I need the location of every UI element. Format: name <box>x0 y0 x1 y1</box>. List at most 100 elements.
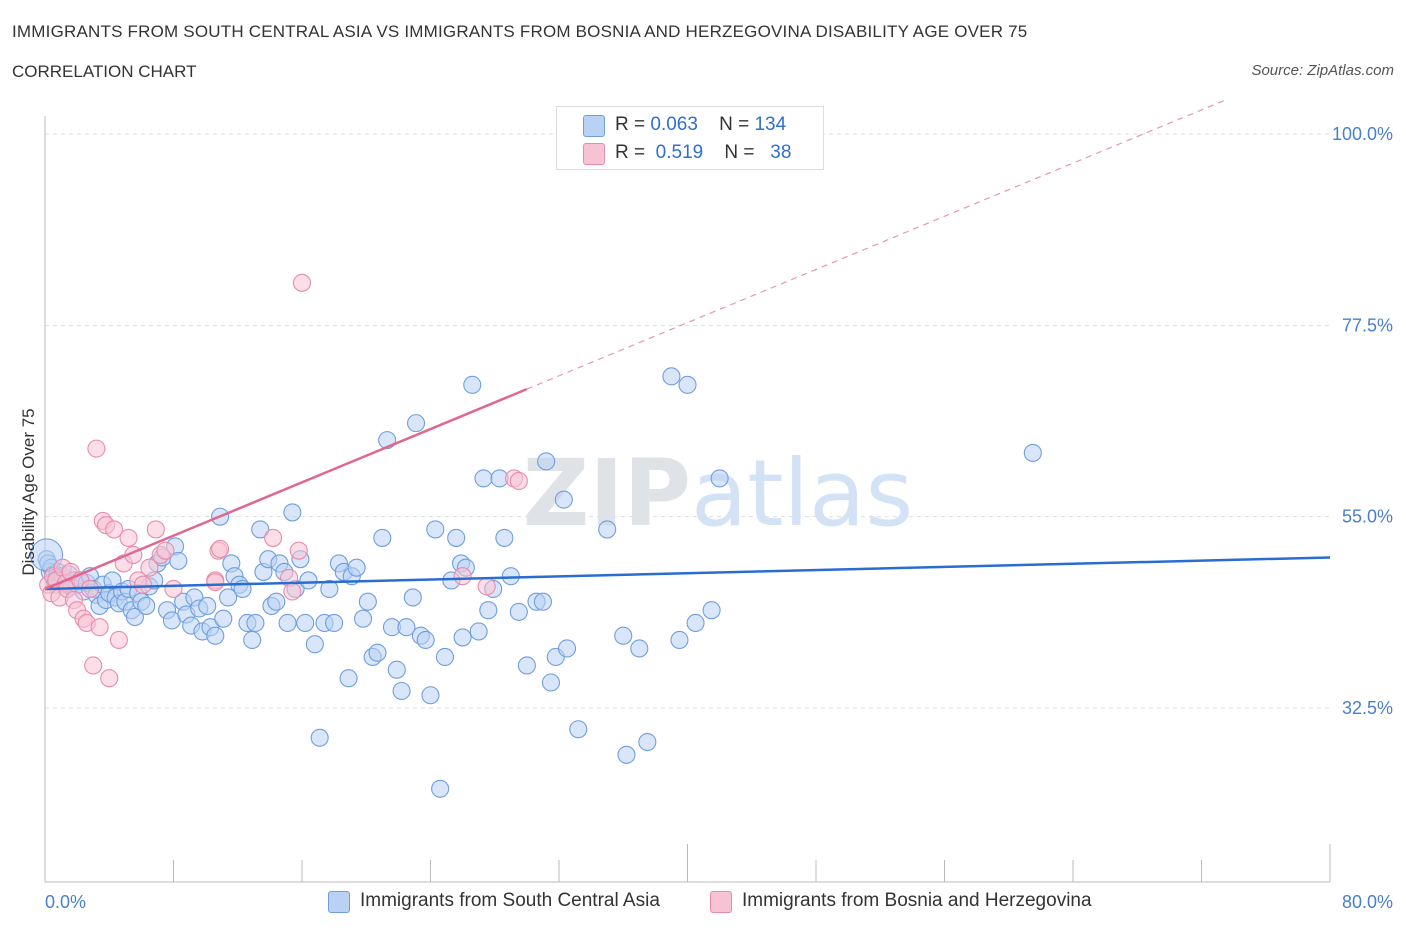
series-a-point-106 <box>447 528 466 547</box>
series-a-point-124 <box>569 720 588 739</box>
series-a-point-123 <box>557 639 577 658</box>
series-b-point-22 <box>109 630 128 650</box>
series-b-point-37 <box>264 528 283 547</box>
r-value: 0.519 <box>655 142 704 163</box>
chart-title: IMMIGRANTS FROM SOUTH CENTRAL ASIA VS IM… <box>12 22 1028 41</box>
series-a-point-111 <box>474 469 493 488</box>
series-b-point-40 <box>289 541 308 560</box>
series-a-point-53 <box>206 626 225 645</box>
y-tick-label-0: 32.5% <box>1342 698 1393 718</box>
series-a-point-81 <box>325 613 344 633</box>
series-a-point-109 <box>463 375 482 394</box>
series-b-point-32 <box>164 579 183 598</box>
legend-label-series-b: Immigrants from Bosnia and Herzegovina <box>742 890 1092 911</box>
series-a-point-95 <box>392 681 411 701</box>
series-b-point-27 <box>133 575 153 594</box>
series-a-point-86 <box>347 558 366 577</box>
legend-label-series-a: Immigrants from South Central Asia <box>360 890 660 911</box>
series-a-point-126 <box>630 639 649 658</box>
series-b-point-34 <box>206 573 225 592</box>
series-b-swatch <box>583 143 605 165</box>
y-axis-label: Disability Age Over 75 <box>19 408 38 575</box>
series-a-point-115 <box>495 528 514 547</box>
series-a-point-110 <box>469 622 488 641</box>
series-b-point-17 <box>90 618 109 637</box>
series-a-point-122 <box>554 490 573 509</box>
series-a-point-96 <box>397 618 416 637</box>
series-a-point-120 <box>541 673 561 692</box>
series-a-point-138 <box>509 602 528 621</box>
y-tick-label-3: 100.0% <box>1332 124 1393 144</box>
series-a-point-119 <box>537 452 556 471</box>
series-b-point-16 <box>87 439 106 458</box>
series-a-point-132 <box>702 601 721 620</box>
series-a-points <box>30 367 1042 798</box>
series-b-point-44 <box>453 567 472 586</box>
n-value: 38 <box>770 142 792 163</box>
source-note: Source: ZipAtlas.com <box>1251 62 1394 79</box>
r-label: R = <box>615 114 646 135</box>
series-a-point-100 <box>416 630 435 650</box>
series-a-point-104 <box>435 647 455 667</box>
series-b-points <box>39 273 528 688</box>
series-a-point-137 <box>533 592 552 611</box>
series-b-point-29 <box>146 520 165 539</box>
series-a-point-44 <box>169 551 188 570</box>
series-a-point-51 <box>198 596 217 616</box>
series-b-point-28 <box>140 558 159 577</box>
series-b-point-39 <box>283 582 302 601</box>
series-b-point-41 <box>292 273 312 292</box>
n-label: N = <box>724 142 755 163</box>
series-a-point-87 <box>353 609 373 628</box>
series-a-trend-line <box>44 556 1331 591</box>
series-a-point-56 <box>219 588 238 607</box>
series-a-point-36 <box>137 596 156 616</box>
series-b-point-24 <box>119 528 138 547</box>
stats-legend: R = 0.063 N = 134 R = 0.519 N = 38 <box>556 106 824 170</box>
series-a-point-68 <box>267 592 286 611</box>
series-a-point-78 <box>310 728 329 747</box>
series-a-point-33 <box>125 607 144 627</box>
series-b-trend-extension <box>526 99 1226 390</box>
series-a-point-127 <box>638 732 657 752</box>
series-a-point-101 <box>421 686 440 705</box>
series-a-point-98 <box>406 414 426 433</box>
series-a-point-112 <box>479 601 498 620</box>
series-a-point-77 <box>305 635 324 654</box>
series-a-point-71 <box>278 613 297 633</box>
x-tick-label-1: 80.0% <box>1342 892 1393 912</box>
series-a-point-134 <box>1023 443 1042 462</box>
x-tick-label-0: 0.0% <box>45 892 86 912</box>
series-b-point-45 <box>477 577 496 596</box>
series-a-point-84 <box>339 669 358 688</box>
series-a-point-63 <box>246 613 265 633</box>
series-a-point-103 <box>431 779 450 798</box>
series-b-point-43 <box>509 471 528 491</box>
tick-labels: 32.5% 55.0% 77.5% 100.0% 0.0% 80.0% <box>45 124 1393 912</box>
series-a-point-55 <box>214 609 233 628</box>
series-a-point-97 <box>403 588 422 607</box>
trend-lines <box>44 99 1331 591</box>
series-a-point-131 <box>686 613 705 633</box>
series-a-point-91 <box>373 528 392 547</box>
series-a-point-76 <box>299 571 318 590</box>
r-label: R = <box>615 142 646 163</box>
series-a-point-133 <box>710 469 729 488</box>
y-tick-label-2: 77.5% <box>1342 315 1393 335</box>
series-a-point-135 <box>598 520 617 539</box>
series-a-point-139 <box>453 628 472 647</box>
axes <box>44 116 1331 883</box>
series-b-point-36 <box>211 539 230 559</box>
chart-subtitle: CORRELATION CHART <box>12 62 197 81</box>
series-b-point-31 <box>156 541 175 560</box>
series-b-point-21 <box>105 520 124 539</box>
series-a-point-64 <box>251 520 270 539</box>
series-a-point-94 <box>387 660 406 679</box>
series-a-point-88 <box>358 592 377 611</box>
series-a-point-128 <box>662 367 681 386</box>
r-value: 0.063 <box>650 114 698 135</box>
series-a-point-75 <box>296 613 315 633</box>
series-a-swatch <box>583 115 605 137</box>
n-label: N = <box>719 114 750 135</box>
